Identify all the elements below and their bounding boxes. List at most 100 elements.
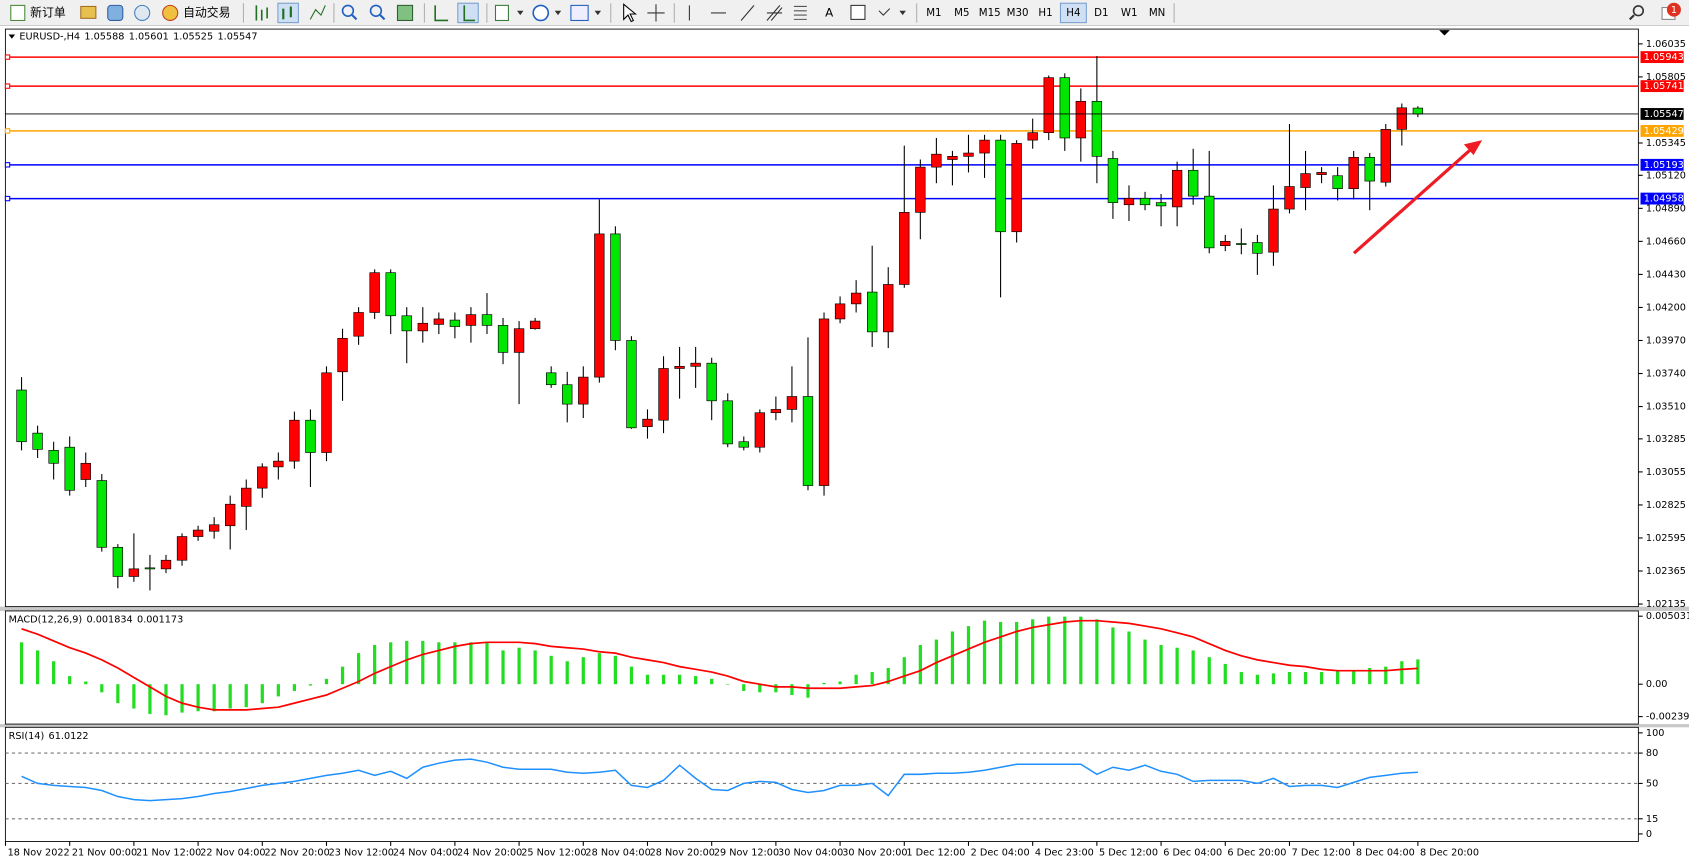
y-tick-label: 1.04660 (1646, 236, 1686, 247)
zoom-in-handle (351, 14, 358, 21)
candle-body (481, 314, 493, 326)
timeframe-button[interactable]: MN (1149, 8, 1165, 19)
indicators-icon[interactable] (494, 4, 509, 22)
macd-bar (485, 642, 489, 685)
header-value: 61.0122 (49, 731, 89, 742)
candle-body (883, 284, 894, 333)
candle-body (850, 292, 862, 305)
level-handle (4, 195, 11, 202)
dropdown-arrow[interactable] (899, 10, 906, 16)
timeframe-button[interactable]: H1 (1038, 8, 1052, 19)
timeframe-button[interactable]: D1 (1094, 8, 1108, 19)
label-tool[interactable] (850, 4, 866, 20)
template-icon[interactable] (570, 4, 589, 22)
x-tick-label: 2 Dec 04:00 (971, 847, 1030, 858)
timeframe-button[interactable]: M30 (1007, 8, 1029, 19)
auto-trading-button[interactable]: 自动交易 (183, 5, 230, 19)
shift-marker (1439, 30, 1450, 36)
candle-body (594, 233, 605, 378)
dropdown-arrow[interactable] (554, 10, 562, 16)
macd-bar (1095, 619, 1099, 685)
new-order-button[interactable]: 新订单 (30, 5, 66, 19)
x-tick-label: 25 Nov 12:00 (521, 847, 586, 858)
y-tick-label: 1.05120 (1646, 170, 1686, 181)
bar-chart-icon[interactable] (255, 5, 268, 21)
y-tick-label: 1.04890 (1646, 203, 1686, 214)
toolbar-icon[interactable] (80, 5, 97, 19)
macd-bar (212, 684, 216, 712)
auto-trading-icon[interactable] (162, 4, 179, 22)
header-value: 1.05547 (217, 32, 257, 43)
autoscroll-icon[interactable] (434, 5, 449, 22)
macd-bar (565, 661, 569, 685)
current-price-box (1640, 108, 1684, 120)
fibo-tool[interactable] (793, 5, 807, 20)
y-tick-label: 1.05345 (1646, 138, 1686, 149)
y-tick-label: 1.03055 (1646, 467, 1686, 478)
new-order-icon[interactable] (10, 4, 26, 22)
macd-bar (244, 684, 248, 708)
macd-bar (276, 684, 280, 697)
y-tick-label: 1.03970 (1646, 335, 1686, 346)
macd-bar (100, 684, 104, 693)
x-tick-label: 18 Nov 2022 (8, 847, 70, 858)
line-chart-icon[interactable] (309, 5, 326, 20)
y-tick-label: 1.03740 (1646, 369, 1686, 380)
timeframe-button[interactable]: M5 (954, 8, 969, 19)
notification-badge[interactable] (1666, 2, 1681, 17)
shapes-tool[interactable] (878, 8, 891, 16)
timeframe-button[interactable]: M15 (979, 8, 1001, 19)
macd-bar (324, 678, 329, 685)
annotation-arrow (1352, 148, 1472, 255)
candle-body (1380, 129, 1391, 183)
current-price-label: 1.05547 (1644, 109, 1684, 120)
macd-bar (774, 684, 778, 693)
toolbar-icon[interactable] (134, 4, 151, 22)
macd-bar (228, 684, 232, 709)
candle-body (48, 450, 59, 464)
x-tick-label: 1 Dec 12:00 (906, 847, 965, 858)
y-tick-label: 1.05805 (1646, 72, 1686, 83)
zoom-in-icon[interactable] (341, 4, 355, 17)
panel-frame (4, 726, 1639, 842)
trend-line-tool[interactable] (740, 5, 755, 21)
y-tick-label: 80 (1646, 748, 1658, 759)
toolbar: 新订单 自动交易 A (0, 0, 1689, 27)
tile-icon[interactable] (396, 4, 414, 22)
crosshair-tool[interactable] (647, 4, 665, 22)
zoom-out-icon[interactable] (369, 4, 383, 17)
search-icon[interactable] (1632, 5, 1645, 17)
timeframe-button[interactable]: H4 (1066, 8, 1080, 19)
dropdown-arrow[interactable] (594, 10, 602, 16)
y-tick-label: 0.005031 (1646, 611, 1689, 622)
macd-bar (726, 684, 730, 685)
channel-tool[interactable] (766, 5, 783, 21)
toolbar-icon[interactable] (107, 4, 124, 22)
period-icon[interactable] (532, 4, 550, 22)
candle-body (1252, 242, 1263, 254)
timeframe-button[interactable]: M1 (926, 8, 941, 19)
chart-shift-icon[interactable] (457, 2, 479, 24)
cursor-tool[interactable] (623, 3, 638, 23)
macd-bar (1111, 627, 1115, 685)
x-tick-label: 6 Dec 20:00 (1227, 847, 1286, 858)
candle-body (1123, 197, 1135, 206)
dropdown-arrow[interactable] (517, 10, 524, 16)
level-label: 1.05741 (1644, 81, 1684, 92)
candle-body (273, 460, 284, 468)
text-tool[interactable]: A (825, 5, 833, 19)
y-tick-label: 0.00 (1646, 679, 1668, 690)
header-value: 1.05601 (129, 32, 169, 43)
indicator-header: EURUSD-,H4 1.05588 1.05601 1.05525 1.05547 (19, 32, 257, 43)
timeframe-button[interactable]: W1 (1121, 8, 1138, 19)
panel-frame (4, 28, 1639, 608)
candle-chart-icon[interactable] (277, 2, 299, 24)
macd-bar (1400, 661, 1404, 685)
x-tick-label: 4 Dec 23:00 (1035, 847, 1094, 858)
candle-body (321, 372, 332, 453)
candle-body (1300, 173, 1311, 188)
candle-body (1188, 169, 1199, 197)
search-handle (1628, 14, 1635, 21)
level-handle (4, 162, 11, 168)
macd-bar (645, 674, 650, 685)
